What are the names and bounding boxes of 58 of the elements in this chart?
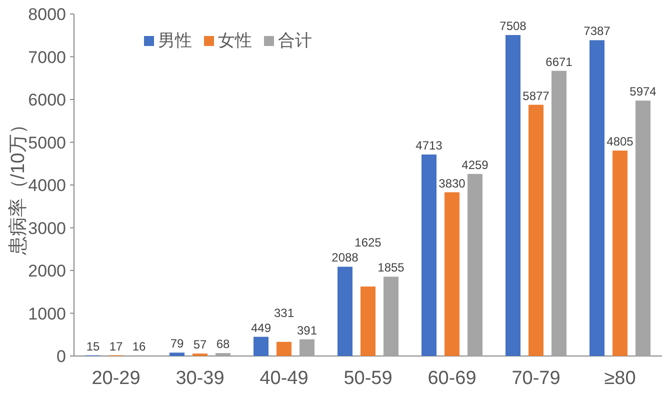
legend-label: 合计 [278,31,312,50]
bar [360,286,376,356]
y-tick-label: 7000 [28,48,66,67]
y-axis-title: 患病率（/10万） [7,114,29,256]
data-label: 1625 [354,236,382,250]
legend-label: 女性 [218,31,252,50]
x-tick-label: ≥80 [604,368,636,389]
bar [338,266,352,356]
bar [444,192,460,356]
x-tick-label: 50-59 [344,368,392,389]
bar [612,150,628,356]
bar [552,70,566,356]
data-label: 15 [86,339,100,354]
data-label: 6671 [546,54,573,69]
y-tick-label: 1000 [28,304,66,324]
data-label: 449 [250,320,272,335]
x-tick-label: 40-49 [260,368,308,389]
data-label: 331 [274,306,294,320]
bar [528,104,544,356]
data-label: 5877 [522,88,550,103]
bar [636,100,650,356]
y-tick-label: 3000 [28,218,66,238]
x-tick-label: 70-79 [512,368,560,389]
bar [506,35,520,356]
data-label: 7387 [584,24,611,38]
bar [254,336,268,356]
data-label: 4259 [462,158,489,172]
y-tick-label: 6000 [28,90,66,110]
x-tick-label: 20-29 [92,368,140,389]
data-label: 57 [193,338,207,352]
data-label: 79 [170,336,184,351]
y-tick-label: 8000 [28,5,66,24]
y-tick-label: 5000 [28,133,66,152]
data-label: 2088 [332,250,359,265]
bar [216,353,230,356]
data-label: 5974 [630,84,657,99]
y-tick-label: 4000 [28,176,66,195]
data-label: 4805 [606,134,634,149]
bar [590,40,604,356]
bar [468,174,482,356]
data-label: 7508 [500,19,527,34]
data-label: 68 [216,337,230,352]
y-tick-label: 0 [56,347,66,366]
bar [276,342,292,356]
bar [300,339,314,356]
data-label: 3830 [438,176,466,190]
x-tick-label: 60-69 [428,368,476,389]
bar [170,352,184,356]
data-label: 17 [109,339,123,354]
data-label: 16 [132,339,146,354]
data-label: 1855 [378,260,405,275]
x-tick-label: 30-39 [176,368,224,389]
data-label: 391 [296,323,318,338]
bar [384,276,398,356]
legend-label: 男性 [158,31,192,50]
data-label: 4713 [416,138,443,153]
bar [422,154,436,356]
y-tick-label: 2000 [28,262,66,280]
